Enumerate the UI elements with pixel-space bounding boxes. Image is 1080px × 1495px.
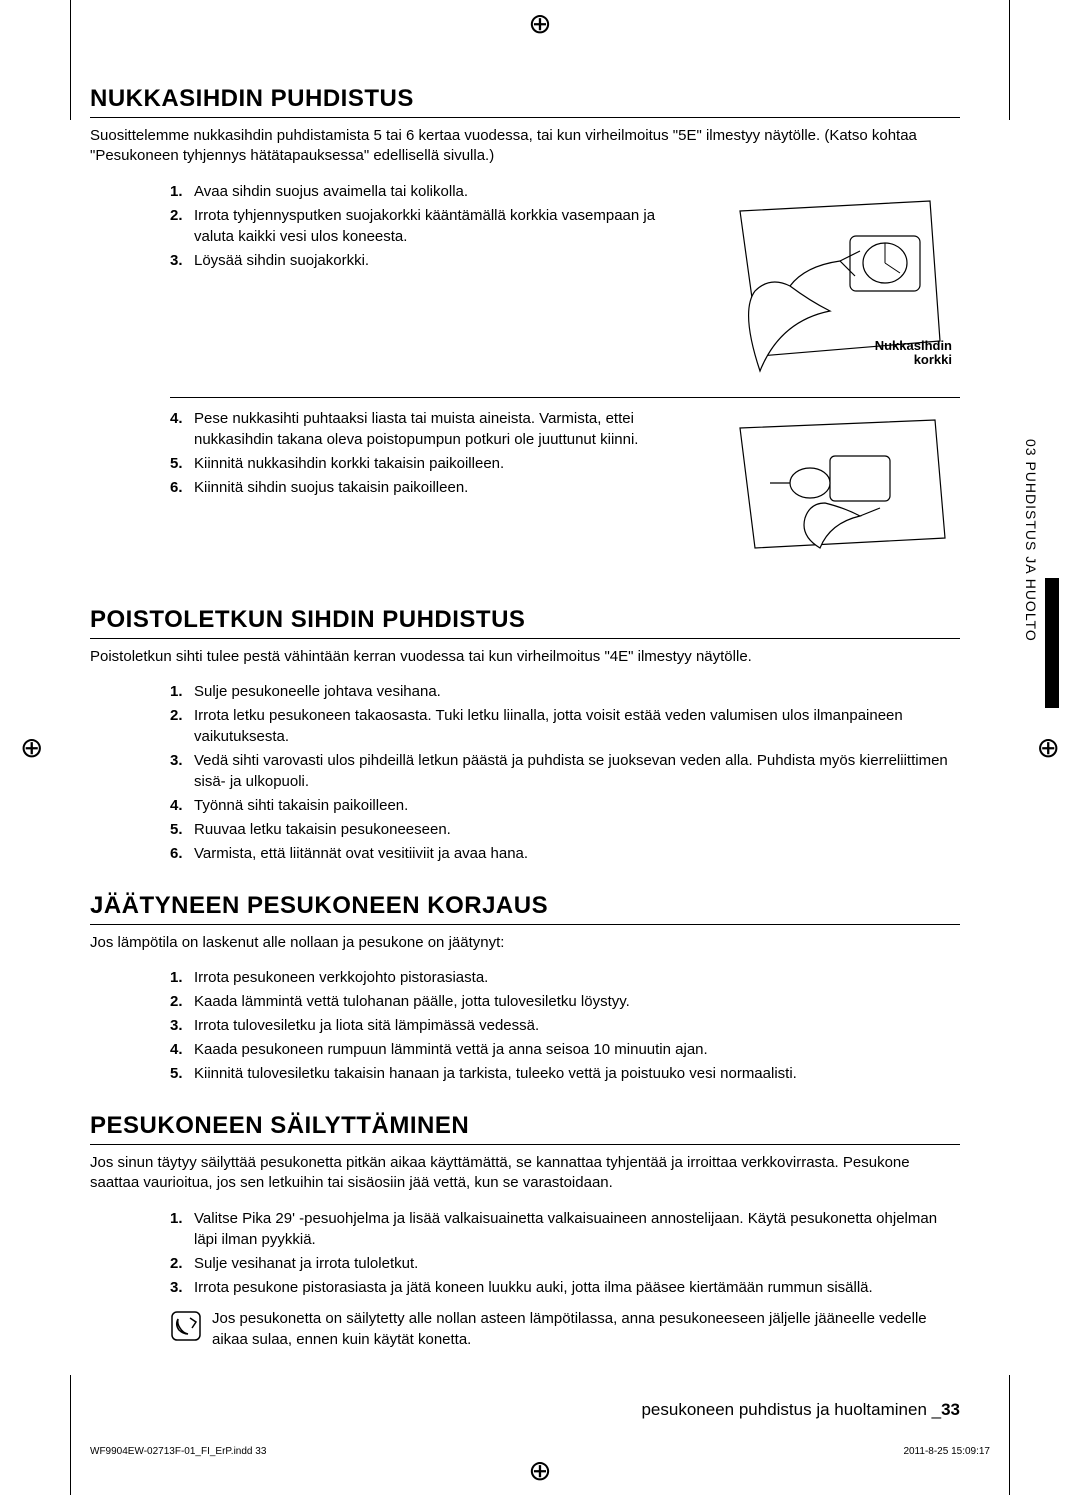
step-list-1b: Pese nukkasihti puhtaaksi liasta tai mui… [170,408,690,498]
section-intro: Poistoletkun sihti tulee pestä vähintään… [90,647,960,667]
page-content: NUKKASIHDIN PUHDISTUS Suosittelemme nukk… [90,85,960,1420]
footer-title: pesukoneen puhdistus ja huoltaminen _33 [90,1400,960,1420]
section-intro: Jos sinun täytyy säilyttää pesukonetta p… [90,1153,960,1194]
section-title: NUKKASIHDIN PUHDISTUS [90,85,960,113]
sub-rule [170,397,960,398]
illustration-filter-clean [700,408,960,578]
section-debris-filter: NUKKASIHDIN PUHDISTUS Suosittelemme nukk… [90,85,960,578]
step: Löysää sihdin suojakorkki. [170,250,690,271]
step: Sulje pesukoneelle johtava vesihana. [170,681,960,702]
crop-mark [1009,1375,1010,1495]
section-storage: PESUKONEEN SÄILYTTÄMINEN Jos sinun täyty… [90,1112,960,1350]
crop-mark [70,0,71,120]
illustration-label: Nukkasihdin korkki [875,339,952,369]
step: Kiinnitä tulovesiletku takaisin hanaan j… [170,1063,960,1084]
note-text: Jos pesukonetta on säilytetty alle nolla… [212,1308,960,1350]
crop-mark [1009,0,1010,120]
step: Avaa sihdin suojus avaimella tai kolikol… [170,181,690,202]
section-frozen: JÄÄTYNEEN PESUKONEEN KORJAUS Jos lämpöti… [90,892,960,1084]
section-title: JÄÄTYNEEN PESUKONEEN KORJAUS [90,892,960,920]
step: Pese nukkasihti puhtaaksi liasta tai mui… [170,408,690,450]
rule [90,117,960,118]
note-icon [170,1310,202,1347]
section-intro: Jos lämpötila on laskenut alle nollaan j… [90,933,960,953]
step: Kaada lämmintä vettä tulohanan päälle, j… [170,991,960,1012]
rule [90,638,960,639]
side-tab-marker [1045,578,1059,708]
rule [90,1144,960,1145]
rule [90,924,960,925]
registration-mark-icon: ⊕ [528,10,551,38]
step: Varmista, että liitännät ovat vesitiivii… [170,843,960,864]
step-list-2: Sulje pesukoneelle johtava vesihana. Irr… [170,681,960,864]
registration-mark-icon: ⊕ [528,1457,551,1485]
note: Jos pesukonetta on säilytetty alle nolla… [90,1308,960,1350]
step: Työnnä sihti takaisin paikoilleen. [170,795,960,816]
footer-file-info: WF9904EW-02713F-01_FI_ErP.indd 33 [90,1446,266,1457]
step: Vedä sihti varovasti ulos pihdeillä letk… [170,750,960,792]
registration-mark-icon: ⊕ [1037,734,1060,762]
section-title: PESUKONEEN SÄILYTTÄMINEN [90,1112,960,1140]
side-tab-label: 03 PUHDISTUS JA HUOLTO [1023,439,1039,642]
step-list-3: Irrota pesukoneen verkkojohto pistorasia… [170,967,960,1084]
crop-mark [70,1375,71,1495]
registration-mark-icon: ⊕ [20,734,43,762]
step: Irrota tyhjennysputken suojakorkki käänt… [170,205,690,247]
section-title: POISTOLETKUN SIHDIN PUHDISTUS [90,606,960,634]
step: Irrota tulovesiletku ja liota sitä lämpi… [170,1015,960,1036]
step-list-4: Valitse Pika 29' -pesuohjelma ja lisää v… [170,1208,960,1298]
step-list-1a: Avaa sihdin suojus avaimella tai kolikol… [170,181,690,271]
section-side-tab: 03 PUHDISTUS JA HUOLTO [1017,388,1045,693]
step: Kiinnitä sihdin suojus takaisin paikoill… [170,477,690,498]
step: Irrota letku pesukoneen takaosasta. Tuki… [170,705,960,747]
illustration-filter-open: Nukkasihdin korkki [700,181,960,391]
section-drain-filter: POISTOLETKUN SIHDIN PUHDISTUS Poistoletk… [90,606,960,864]
step: Sulje vesihanat ja irrota tuloletkut. [170,1253,960,1274]
section-intro: Suosittelemme nukkasihdin puhdistamista … [90,126,960,167]
step: Kaada pesukoneen rumpuun lämmintä vettä … [170,1039,960,1060]
step: Irrota pesukone pistorasiasta ja jätä ko… [170,1277,960,1298]
step: Kiinnitä nukkasihdin korkki takaisin pai… [170,453,690,474]
step: Irrota pesukoneen verkkojohto pistorasia… [170,967,960,988]
footer-timestamp: 2011-8-25 15:09:17 [903,1446,990,1457]
step: Ruuvaa letku takaisin pesukoneeseen. [170,819,960,840]
step: Valitse Pika 29' -pesuohjelma ja lisää v… [170,1208,960,1250]
